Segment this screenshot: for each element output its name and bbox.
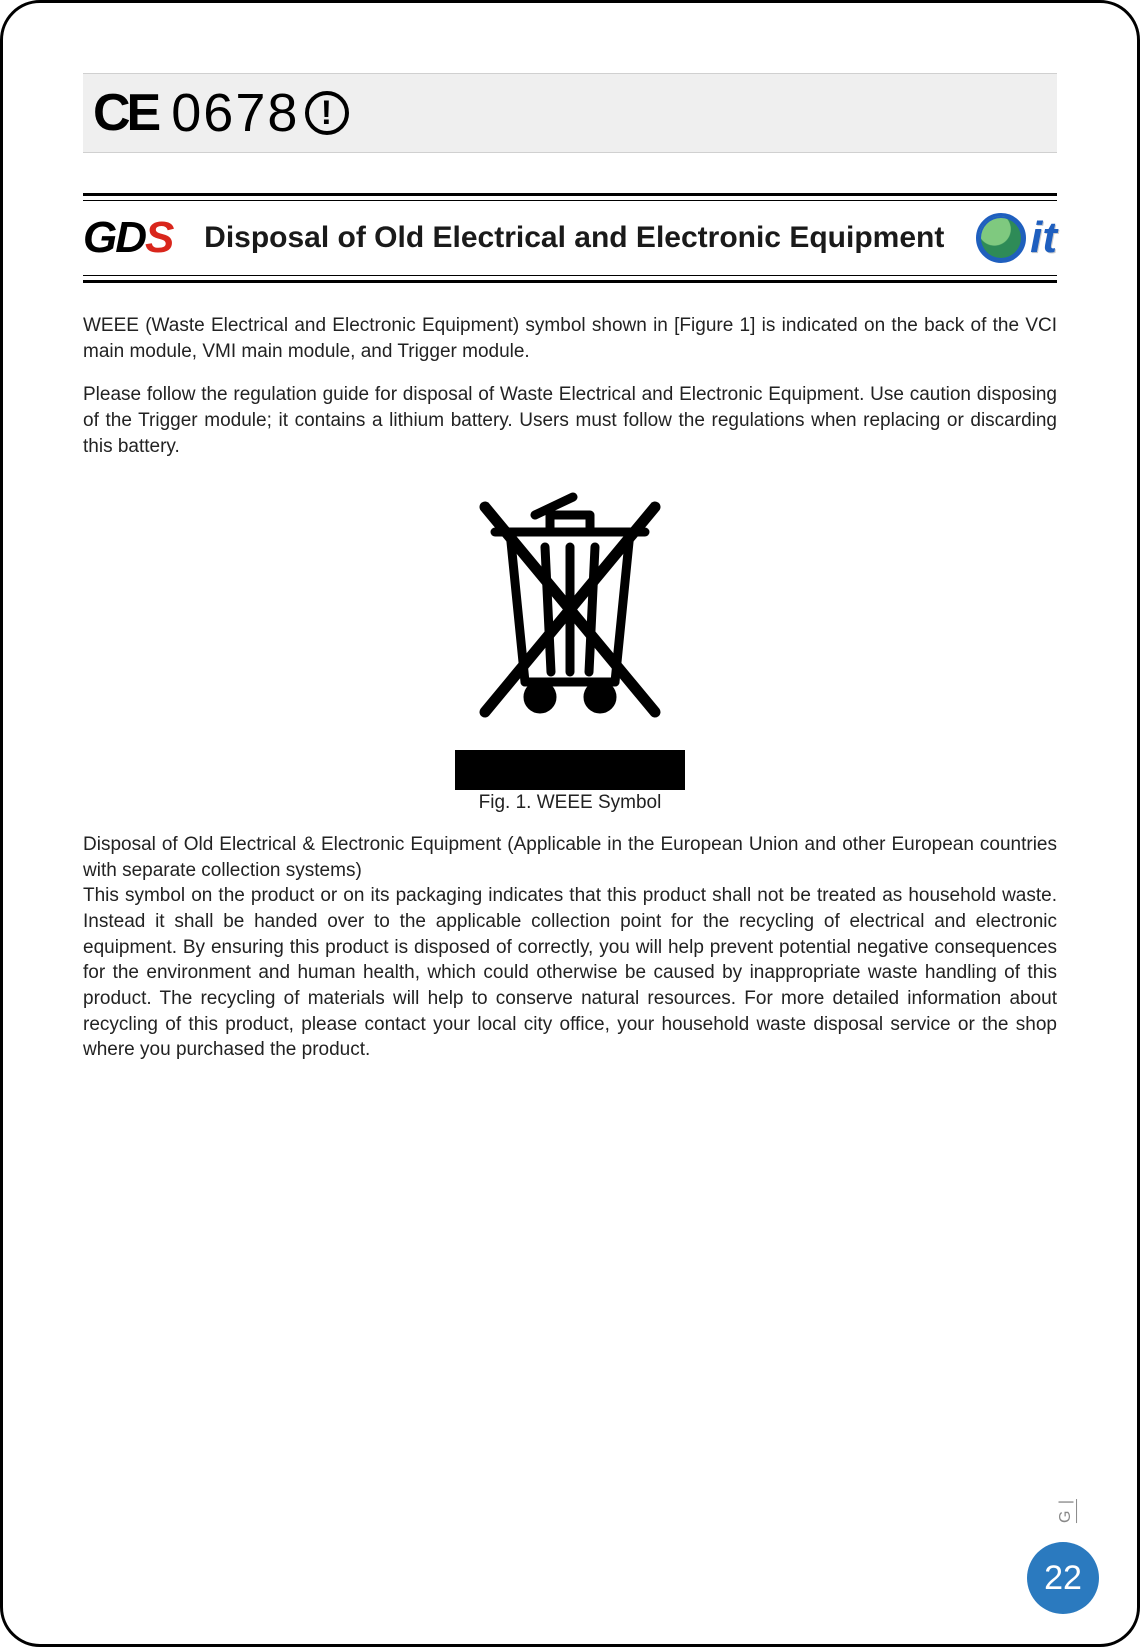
ce-number: 0678 — [171, 82, 299, 144]
side-label: G | — [1057, 1499, 1077, 1523]
rule-top — [83, 193, 1057, 201]
logo-letter-s: S — [145, 213, 172, 263]
paragraph-2: Please follow the regulation guide for d… — [83, 382, 1057, 459]
logo-letter-d: D — [115, 213, 145, 263]
ce-marking-box: CE 0678 ! — [83, 73, 1057, 153]
logo-letter-g: G — [83, 213, 115, 263]
git-logo-text: it — [1030, 213, 1057, 263]
paragraph-1: WEEE (Waste Electrical and Electronic Eq… — [83, 313, 1057, 364]
section-title: Disposal of Old Electrical and Electroni… — [172, 219, 976, 257]
figure-caption: Fig. 1. WEEE Symbol — [83, 792, 1057, 814]
git-logo: it — [976, 213, 1057, 263]
section-header: GDS Disposal of Old Electrical and Elect… — [83, 207, 1057, 269]
ce-mark: CE — [93, 83, 157, 143]
paragraph-3-body: This symbol on the product or on its pac… — [83, 885, 1057, 1060]
page-number: 22 — [1027, 1542, 1099, 1614]
document-page: CE 0678 ! GDS Disposal of Old Electrical… — [0, 0, 1140, 1647]
paragraph-3: Disposal of Old Electrical & Electronic … — [83, 832, 1057, 1063]
figure-bar — [455, 750, 685, 790]
paragraph-3-lead: Disposal of Old Electrical & Electronic … — [83, 834, 1057, 881]
figure-weee: Fig. 1. WEEE Symbol — [83, 477, 1057, 814]
globe-icon — [976, 213, 1026, 263]
ce-marking-text: CE 0678 ! — [93, 82, 349, 144]
gds-logo: GDS — [83, 213, 172, 263]
weee-symbol-icon — [455, 477, 685, 737]
alert-icon: ! — [305, 91, 349, 135]
rule-bottom — [83, 275, 1057, 283]
